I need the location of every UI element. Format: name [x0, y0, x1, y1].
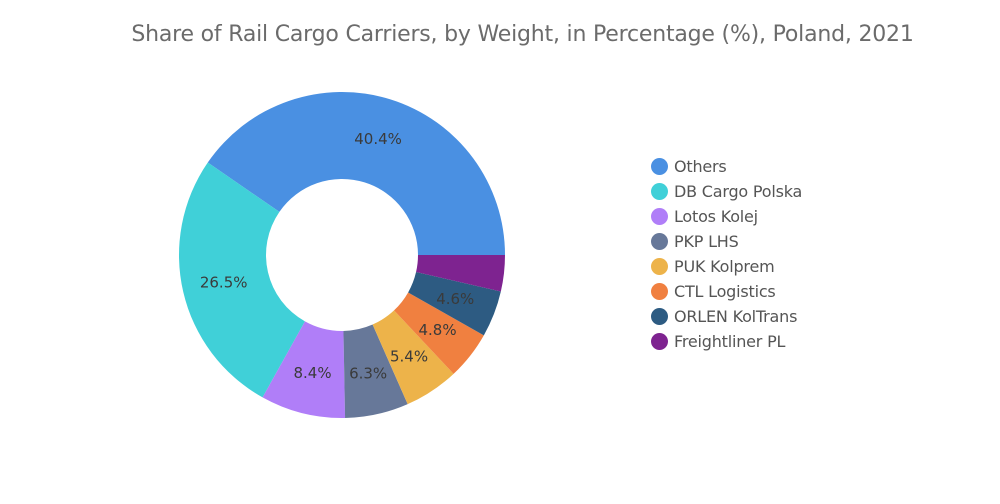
- data-label: 40.4%: [354, 130, 402, 148]
- legend-swatch-icon: [651, 283, 668, 300]
- legend-label: ORLEN KolTrans: [674, 307, 798, 326]
- legend-swatch-icon: [651, 183, 668, 200]
- slice-lotos-kolej[interactable]: [262, 321, 346, 418]
- legend-item[interactable]: CTL Logistics: [651, 279, 802, 304]
- legend-item[interactable]: DB Cargo Polska: [651, 179, 802, 204]
- legend-label: Others: [674, 157, 727, 176]
- slice-pkp-lhs[interactable]: [343, 324, 408, 418]
- legend-swatch-icon: [651, 258, 668, 275]
- legend-item[interactable]: PUK Kolprem: [651, 254, 802, 279]
- slice-others[interactable]: [207, 91, 505, 255]
- legend-swatch-icon: [651, 333, 668, 350]
- slice-freightliner-pl[interactable]: [416, 255, 505, 292]
- slice-db-cargo-polska[interactable]: [179, 162, 305, 398]
- legend-label: Freightliner PL: [674, 332, 786, 351]
- data-label: 6.3%: [349, 365, 387, 383]
- legend-item[interactable]: Freightliner PL: [651, 329, 802, 354]
- data-label: 8.4%: [293, 364, 331, 382]
- legend-label: DB Cargo Polska: [674, 182, 803, 201]
- legend-item[interactable]: Lotos Kolej: [651, 204, 802, 229]
- data-label: 4.8%: [418, 321, 456, 339]
- slice-ctl-logistics[interactable]: [394, 292, 484, 374]
- slice-orlen-koltrans[interactable]: [408, 272, 501, 336]
- chart-title: Share of Rail Cargo Carriers, by Weight,…: [131, 22, 914, 47]
- chart-legend: Others DB Cargo Polska Lotos Kolej PKP LHS P…: [651, 154, 802, 354]
- legend-label: PKP LHS: [674, 232, 739, 251]
- legend-label: CTL Logistics: [674, 282, 776, 301]
- data-label: 26.5%: [200, 274, 248, 292]
- legend-item[interactable]: PKP LHS: [651, 229, 802, 254]
- legend-label: PUK Kolprem: [674, 257, 775, 276]
- data-label: 4.6%: [436, 290, 474, 308]
- legend-item[interactable]: Others: [651, 154, 802, 179]
- legend-swatch-icon: [651, 233, 668, 250]
- legend-item[interactable]: ORLEN KolTrans: [651, 304, 802, 329]
- legend-swatch-icon: [651, 158, 668, 175]
- legend-swatch-icon: [651, 308, 668, 325]
- legend-swatch-icon: [651, 208, 668, 225]
- legend-label: Lotos Kolej: [674, 207, 758, 226]
- data-label: 5.4%: [390, 347, 428, 365]
- slice-puk-kolprem[interactable]: [372, 310, 454, 405]
